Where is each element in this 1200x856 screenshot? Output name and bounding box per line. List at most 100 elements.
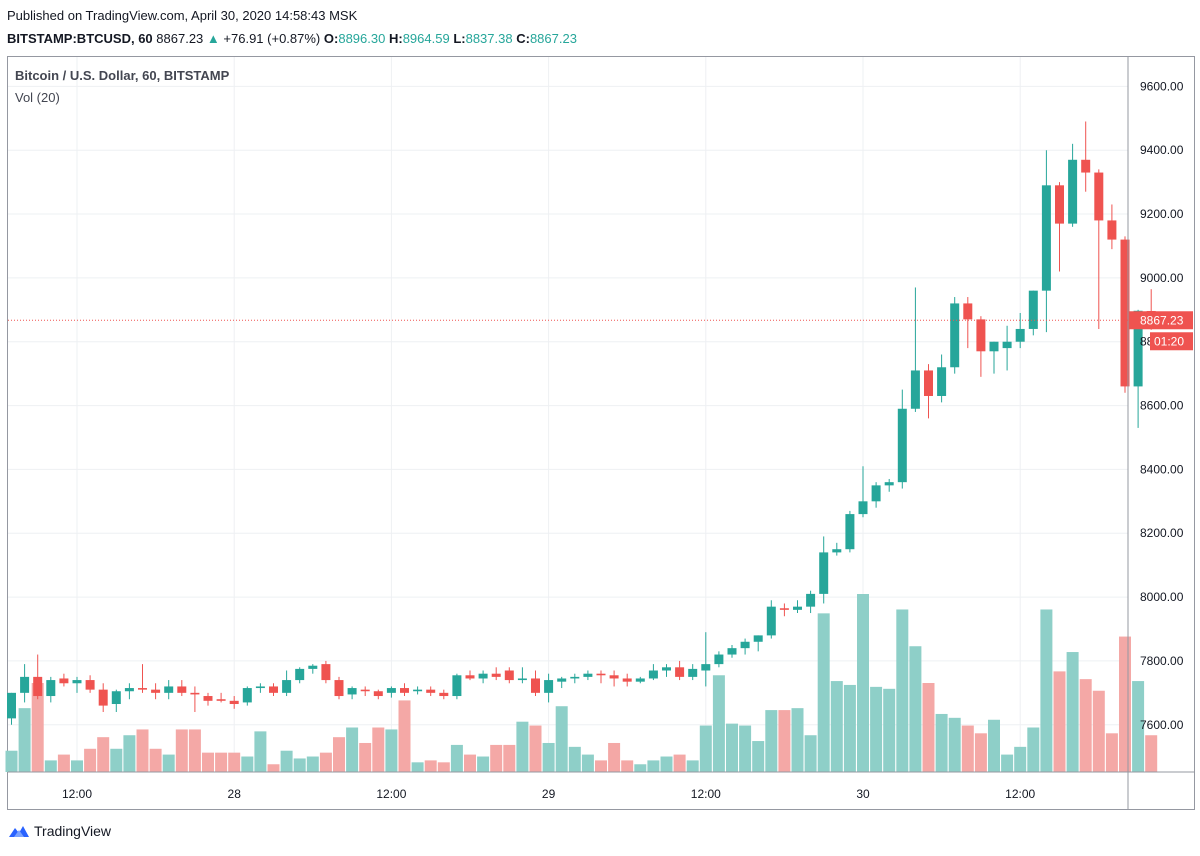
candle-body [963, 303, 973, 320]
volume-bar [608, 742, 621, 772]
volume-bar [293, 758, 306, 772]
volume-bar [857, 594, 869, 772]
candle-body [138, 688, 147, 690]
volume-bar [935, 713, 948, 772]
candle-body [1028, 290, 1038, 329]
y-tick-label: 9600.00 [1140, 79, 1184, 93]
volume-bar [660, 756, 673, 772]
volume-bar [477, 756, 490, 772]
candle-body [531, 678, 540, 693]
volume-bar [267, 764, 280, 772]
volume-bar [817, 613, 830, 772]
volume-bar [385, 729, 398, 772]
y-tick-label: 9200.00 [1140, 207, 1184, 221]
open-label: O: [323, 31, 339, 46]
candle-body [282, 680, 292, 693]
candle-body [72, 680, 82, 684]
volume-bar [1079, 679, 1092, 772]
candle-body [426, 689, 436, 693]
volume-bar [1053, 671, 1066, 772]
volume-bar [372, 727, 385, 772]
footer-brand[interactable]: TradingView [8, 823, 111, 839]
candle-body [819, 552, 829, 594]
volume-bar [490, 744, 503, 772]
candle-body [33, 676, 43, 697]
candle-body [675, 667, 685, 677]
candle-body [766, 606, 776, 636]
volume-bar [319, 752, 332, 772]
candle-body [478, 673, 488, 679]
candle-body [1081, 159, 1091, 173]
candle-body [334, 680, 344, 697]
candle-body [321, 664, 331, 681]
x-tick-label: 12:00 [62, 787, 92, 801]
volume-bar [673, 754, 686, 772]
volume-bar [1001, 754, 1014, 772]
volume-bar [686, 760, 699, 772]
volume-bar [1040, 609, 1053, 772]
candle-body [1068, 159, 1078, 224]
candle-body [124, 688, 134, 692]
volume-bar [280, 750, 293, 772]
volume-bar [1092, 690, 1105, 772]
candle-body [98, 689, 108, 706]
candle-body [1094, 172, 1104, 221]
x-tick-label: 12:00 [376, 787, 406, 801]
x-tick-label: 12:00 [1005, 787, 1035, 801]
x-tick-label: 28 [228, 787, 242, 801]
y-tick-label: 9400.00 [1140, 143, 1184, 157]
volume-bar [948, 717, 961, 772]
candle-body [950, 303, 960, 368]
volume-bar [123, 735, 136, 772]
candle-body [216, 699, 226, 701]
price-tags: 8867.23 01:20 [8, 311, 1193, 351]
volume-bar [647, 760, 660, 772]
volume-bar [712, 675, 725, 772]
candle-body [255, 686, 265, 689]
volume-bar [699, 725, 712, 772]
volume-bar [974, 733, 987, 772]
candle-body [924, 370, 933, 396]
candle-body [740, 641, 750, 649]
up-triangle-icon: ▲ [206, 31, 220, 46]
candle-body [845, 514, 855, 550]
volume-bar [1119, 636, 1131, 772]
low-label: L: [453, 31, 466, 46]
candle-body [570, 676, 580, 679]
candle-body [177, 686, 187, 693]
volume-bar [529, 725, 542, 772]
candle-body [1107, 220, 1117, 240]
candle-body [386, 688, 396, 693]
candle-body [373, 691, 383, 697]
volume-bar [503, 744, 516, 772]
volume-bar [228, 752, 241, 772]
volume-bar [215, 752, 228, 772]
candle-body [714, 654, 724, 665]
candle-body [164, 686, 174, 693]
volume-bar [726, 723, 738, 772]
y-tick-label: 8200.00 [1140, 526, 1184, 540]
candle-body [452, 675, 462, 697]
candle-body [347, 688, 357, 695]
volume-bar [752, 741, 765, 772]
volume-bar [110, 748, 123, 772]
volume-bar [961, 725, 974, 772]
brand-name: TradingView [34, 823, 112, 839]
candle-body [727, 648, 737, 655]
volume-bar [149, 748, 162, 772]
candle-body [910, 370, 920, 409]
last-price: 8867.23 [156, 31, 204, 46]
chart-pane[interactable] [7, 56, 1195, 810]
close-value: 8867.23 [529, 31, 577, 46]
candle-body [609, 675, 619, 679]
volume-bar [450, 744, 463, 772]
candle-body [806, 593, 816, 607]
high-label: H: [388, 31, 403, 46]
volume-bar [555, 706, 568, 772]
candle-body [648, 670, 658, 679]
volume-bar [542, 742, 555, 772]
price-change: +76.91 (+0.87%) [223, 31, 321, 46]
symbol-label: BITSTAMP:BTCUSD, 60 [7, 31, 153, 46]
candle-body [85, 680, 95, 690]
